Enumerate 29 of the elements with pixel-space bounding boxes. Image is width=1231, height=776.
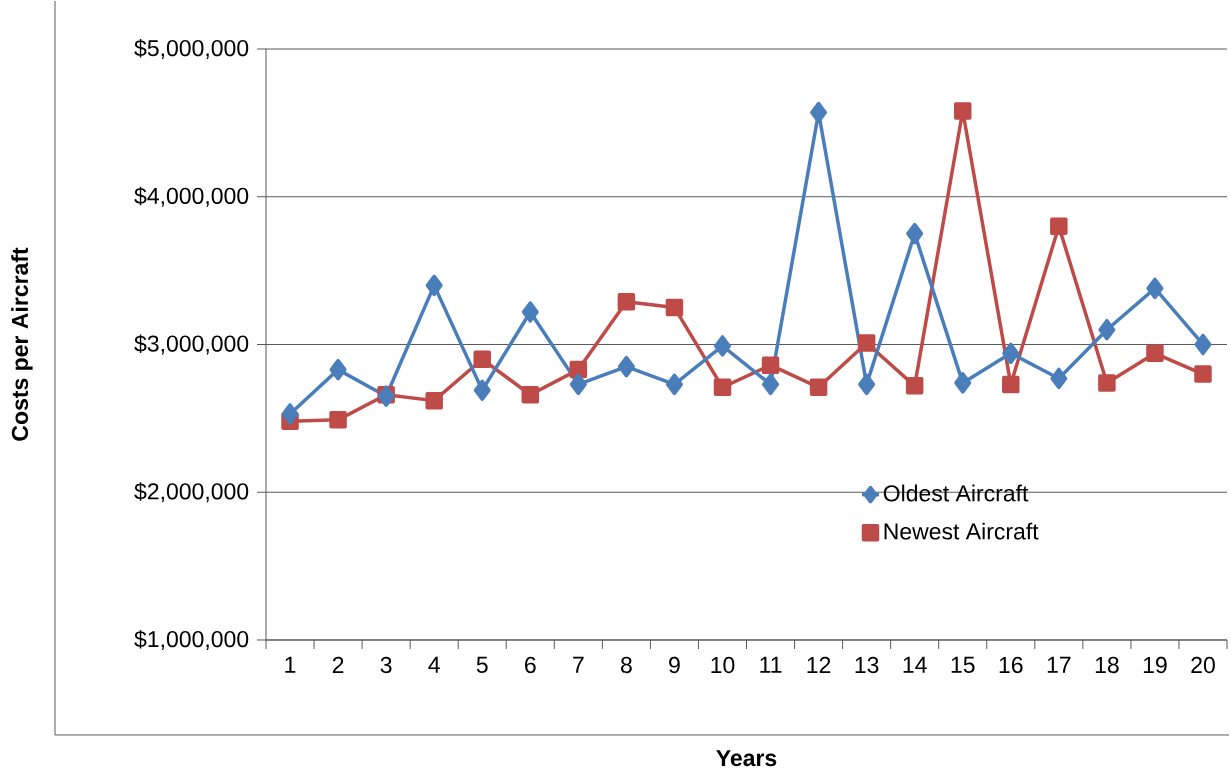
- x-tick-label: 5: [476, 656, 488, 673]
- x-tick-label: 17: [1047, 656, 1071, 673]
- y-tick-label: $1,000,000: [134, 630, 249, 650]
- x-tick-label: 10: [711, 656, 735, 674]
- x-tick-label: 12: [807, 656, 831, 673]
- x-tick-label: 9: [669, 656, 680, 674]
- x-tick-label: 3: [380, 656, 392, 674]
- x-axis-title: Years: [716, 750, 777, 767]
- y-tick-label: $3,000,000: [134, 334, 249, 355]
- x-tick-label: 18: [1095, 656, 1119, 674]
- x-tick-label: 8: [620, 656, 632, 674]
- y-tick-label: $5,000,000: [134, 39, 249, 59]
- x-tick-label: 1: [285, 656, 296, 673]
- x-tick-label: 20: [1191, 656, 1215, 674]
- x-tick-label: 11: [760, 656, 782, 673]
- y-axis-title: Costs per Aircraft: [11, 247, 33, 441]
- legend-label: Newest Aircraft: [884, 522, 1039, 540]
- x-tick-label: 15: [951, 656, 975, 673]
- x-tick-label: 4: [428, 656, 440, 673]
- y-tick-label: $4,000,000: [134, 186, 249, 207]
- x-tick-label: 2: [332, 656, 344, 673]
- legend-label: Oldest Aircraft: [883, 484, 1029, 502]
- x-tick-label: 14: [903, 656, 927, 673]
- x-tick-label: 13: [855, 656, 879, 674]
- x-tick-label: 7: [573, 656, 584, 673]
- x-tick-label: 19: [1143, 656, 1167, 674]
- y-tick-label: $2,000,000: [134, 482, 249, 503]
- x-tick-label: 16: [999, 656, 1023, 674]
- x-tick-label: 6: [525, 656, 536, 674]
